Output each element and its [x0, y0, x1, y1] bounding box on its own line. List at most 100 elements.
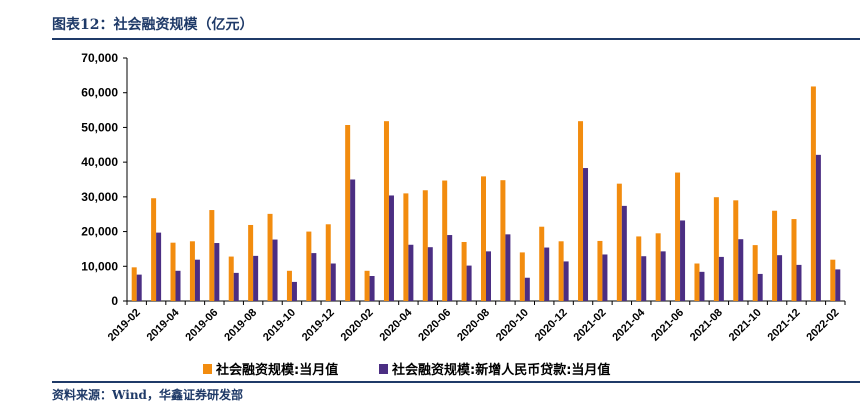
bar-series-1: [733, 200, 739, 301]
bar-series-1: [500, 180, 506, 301]
bar-series-1: [772, 210, 778, 301]
source-note: 资料来源：Wind，华鑫证券研发部: [52, 388, 243, 402]
x-tick-label: 2020-12: [533, 307, 570, 344]
bar-series-2: [466, 265, 472, 301]
bar-series-1: [539, 226, 545, 301]
bar-series-2: [563, 261, 569, 301]
bar-series-2: [680, 220, 686, 301]
x-tick-label: 2019-04: [145, 306, 183, 344]
bar-series-2: [796, 264, 802, 301]
bar-series-2: [175, 270, 181, 301]
x-axis: 2019-02 2019-04 2019-06 2019-08 2019-10 2019-…: [106, 301, 846, 344]
x-tick-label: 2021-06: [649, 307, 686, 344]
bar-series-2: [738, 239, 744, 301]
bar-series-1: [403, 193, 409, 301]
bar-series-1: [752, 245, 758, 301]
y-tick-label: 30,000: [81, 190, 118, 204]
bar-series-2: [194, 259, 200, 301]
bar-series-2: [427, 247, 433, 301]
bar-series-1: [228, 256, 234, 301]
bar-series-1: [131, 267, 137, 301]
bar-series-1: [461, 241, 467, 301]
y-tick-label: 40,000: [81, 155, 118, 169]
y-tick-label: 70,000: [81, 51, 118, 65]
bar-series-2: [388, 195, 394, 301]
bar-series-2: [583, 168, 589, 301]
bar-series-1: [655, 233, 661, 301]
bottom-rule: [52, 381, 860, 383]
x-tick-label: 2021-04: [610, 306, 648, 344]
bar-series-2: [233, 272, 239, 301]
x-tick-label: 2019-06: [183, 307, 220, 344]
bar-series-2: [835, 269, 841, 301]
bar-series-2: [544, 247, 550, 301]
bar-series-1: [616, 183, 622, 301]
bar-series-2: [214, 243, 220, 301]
bar-series-2: [369, 276, 375, 301]
bar-series-1: [267, 213, 273, 301]
chart-title: 图表12：社会融资规模（亿元）: [52, 17, 254, 33]
x-tick-label: 2020-06: [416, 307, 453, 344]
x-tick-label: 2019-10: [261, 307, 298, 344]
bar-series-1: [578, 121, 584, 302]
bar-series-1: [209, 210, 215, 301]
bar-series-1: [325, 224, 331, 301]
bar-series-1: [558, 241, 564, 301]
bar-series-2: [815, 154, 821, 301]
bar-series-1: [597, 240, 603, 301]
bar-series-1: [519, 252, 525, 301]
bar-series-1: [713, 197, 719, 301]
bar-series-2: [486, 251, 491, 301]
bar-series-1: [442, 180, 448, 301]
x-tick-label: 2021-08: [688, 307, 725, 344]
bar-series-1: [636, 236, 642, 301]
bar-series-2: [777, 255, 783, 301]
bar-series-1: [422, 190, 428, 301]
bar-series-1: [694, 263, 700, 301]
x-tick-label: 2021-12: [766, 307, 803, 344]
bar-series-2: [272, 239, 278, 301]
bar-series-2: [350, 179, 356, 301]
x-tick-label: 2021-02: [572, 307, 609, 344]
bar-series-1: [170, 242, 176, 301]
x-tick-label: 2020-04: [377, 306, 415, 344]
bar-series-2: [136, 274, 142, 301]
bar-series-2: [699, 271, 705, 301]
bar-series-2: [311, 253, 317, 301]
bar-series-1: [306, 231, 312, 301]
bar-series-1: [345, 124, 351, 302]
bar-series-1: [189, 241, 195, 301]
legend-swatch-series-1: [203, 364, 212, 374]
bar-series-1: [383, 121, 389, 302]
bar-series-1: [810, 86, 816, 301]
x-tick-label: 2019-02: [106, 307, 143, 344]
legend-label-series-1: 社会融资规模:当月值: [215, 362, 338, 378]
bar-series-2: [718, 256, 724, 301]
x-tick-label: 2020-02: [339, 307, 376, 344]
x-tick-label: 2022-02: [804, 307, 841, 344]
x-tick-label: 2021-10: [727, 307, 764, 344]
bar-series-2: [602, 254, 608, 301]
bar-series-2: [253, 255, 259, 301]
y-tick-label: 60,000: [81, 86, 118, 100]
x-tick-label: 2019-08: [222, 307, 259, 344]
legend-swatch-series-2: [379, 364, 388, 374]
bar-series-2: [291, 281, 297, 301]
bar-series-1: [675, 172, 681, 301]
bar-series-2: [621, 205, 627, 301]
bar-series-1: [791, 219, 797, 301]
bar-series-1: [830, 259, 836, 301]
x-tick-label: 2020-10: [494, 307, 531, 344]
bar-series-2: [660, 251, 666, 301]
bar-series-1: [364, 270, 370, 301]
bar-series-2: [505, 234, 511, 301]
legend-label-series-2: 社会融资规模:新增人民币贷款:当月值: [391, 362, 610, 378]
bar-series-1: [151, 198, 157, 301]
legend: 社会融资规模:当月值 社会融资规模:新增人民币贷款:当月值: [203, 362, 610, 378]
bar-series-1: [286, 270, 292, 301]
bar-series-2: [524, 277, 530, 301]
bar-series-2: [641, 256, 647, 301]
y-tick-label: 0: [111, 294, 118, 308]
bar-series-1: [248, 224, 254, 301]
